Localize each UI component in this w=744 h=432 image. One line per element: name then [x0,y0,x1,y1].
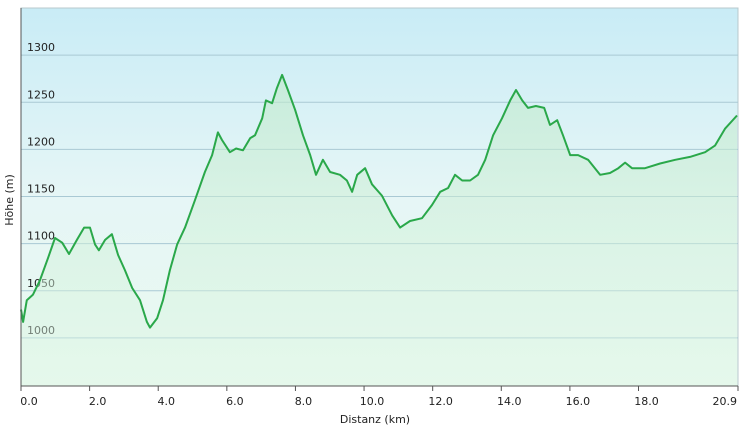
x-tick-label: 18.0 [634,395,659,408]
x-tick-label: 6.0 [226,395,244,408]
y-tick-label: 1200 [27,135,55,148]
y-axis-title: Höhe (m) [3,174,16,226]
x-tick-label: 0.0 [20,395,38,408]
x-tick-label: 16.0 [566,395,591,408]
x-tick-label: 14.0 [497,395,522,408]
x-tick-label: 12.0 [428,395,453,408]
elevation-area [21,74,737,387]
y-tick-label: 1100 [27,230,55,243]
y-tick-label: 1150 [27,183,55,196]
y-tick-label: 1250 [27,88,55,101]
elevation-line [20,73,738,329]
y-tick-label: 1300 [27,41,55,54]
x-tick-label: 4.0 [157,395,175,408]
x-tick-label: 8.0 [295,395,313,408]
x-tick-label: 2.0 [89,395,107,408]
x-axis-title: Distanz (km) [340,413,410,426]
x-tick-label: 10.0 [360,395,385,408]
x-tick-label: 20.9 [713,395,738,408]
